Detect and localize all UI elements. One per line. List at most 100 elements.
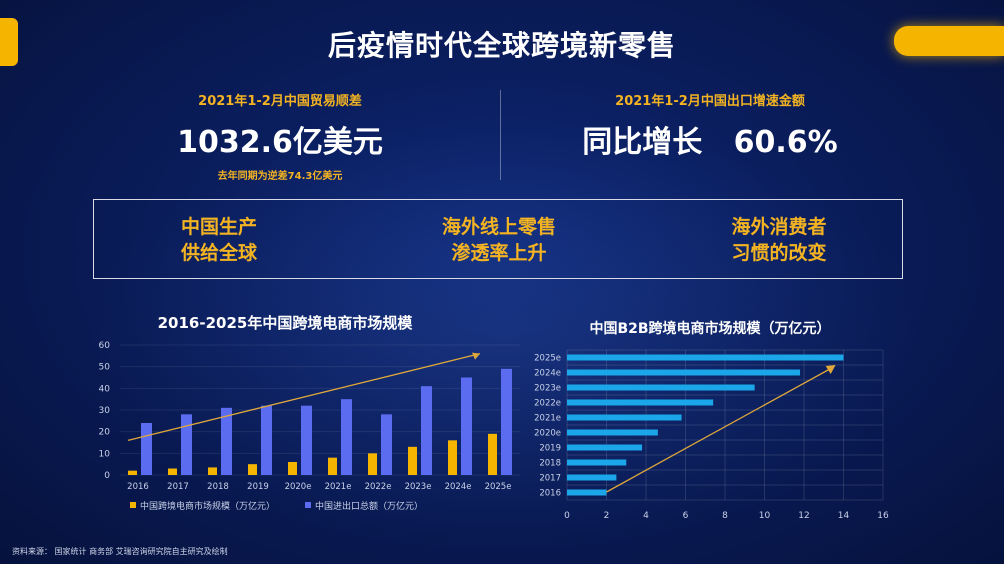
x-tick-label: 2017 xyxy=(167,482,189,492)
bar-trade-total xyxy=(421,386,432,475)
x-tick-label: 2025e xyxy=(485,482,512,492)
y-tick-label: 2016 xyxy=(539,489,561,499)
trend-arrow-head xyxy=(825,365,836,374)
bar-ecommerce xyxy=(288,462,297,475)
trade-surplus-value: 1032.6亿美元 xyxy=(177,125,383,160)
legend-swatch xyxy=(305,502,311,508)
hbar xyxy=(567,399,714,406)
legend-swatch xyxy=(130,502,136,508)
bar-ecommerce xyxy=(208,467,217,475)
export-growth-label: 2021年1-2月中国出口增速金额 xyxy=(615,94,805,109)
bar-trade-total xyxy=(181,414,192,475)
chart2-title: 中国B2B跨境电商市场规模（万亿元） xyxy=(589,321,831,337)
y-tick-label: 30 xyxy=(99,406,111,416)
x-tick-label: 10 xyxy=(759,511,771,521)
y-tick-label: 2019 xyxy=(539,444,561,454)
export-growth-value: 同比增长 60.6% xyxy=(582,125,838,160)
x-tick-label: 2019 xyxy=(247,482,269,492)
driver-item: 海外消费者 习惯的改变 xyxy=(694,214,864,266)
x-tick-label: 8 xyxy=(722,511,728,521)
hbar xyxy=(567,489,607,496)
driver-line2: 习惯的改变 xyxy=(731,242,827,264)
driver-line1: 海外线上零售 xyxy=(441,216,556,238)
hbar xyxy=(567,384,755,391)
driver-item: 中国生产 供给全球 xyxy=(134,214,304,266)
trend-arrow-line xyxy=(127,353,481,441)
y-tick-label: 0 xyxy=(104,471,110,481)
corner-accent-left xyxy=(0,18,18,66)
x-tick-label: 2024e xyxy=(445,482,472,492)
legend-label: 中国跨境电商市场规模（万亿元） xyxy=(140,500,275,512)
trade-surplus-stat: 2021年1-2月中国贸易顺差 1032.6亿美元 去年同期为逆差74.3亿美元 xyxy=(150,90,410,182)
source-note: 资料来源： 国家统计 商务部 艾瑞咨询研究院自主研究及绘制 xyxy=(12,547,228,556)
bar-ecommerce xyxy=(328,457,337,475)
y-tick-label: 2021e xyxy=(534,414,561,424)
hbar xyxy=(567,474,617,481)
x-tick-label: 12 xyxy=(798,511,809,521)
bar-trade-total xyxy=(221,407,232,475)
bar-trade-total xyxy=(141,423,152,475)
trend-arrow-line xyxy=(606,367,832,493)
x-tick-label: 2018 xyxy=(207,482,229,492)
bar-trade-total xyxy=(301,405,312,475)
x-tick-label: 2022e xyxy=(365,482,392,492)
x-tick-label: 2020e xyxy=(285,482,312,492)
bar-trade-total xyxy=(501,368,512,475)
y-tick-label: 2023e xyxy=(534,384,561,394)
y-tick-label: 50 xyxy=(99,363,111,373)
bar-trade-total xyxy=(341,399,352,475)
driver-line2: 渗透率上升 xyxy=(451,242,547,264)
legend-label: 中国进出口总额（万亿元） xyxy=(315,500,423,512)
drivers-box: 中国生产 供给全球 海外线上零售 渗透率上升 海外消费者 习惯的改变 xyxy=(93,199,903,279)
y-tick-label: 2017 xyxy=(539,474,561,484)
bar-ecommerce xyxy=(408,446,417,475)
chart1-title: 2016-2025年中国跨境电商市场规模 xyxy=(157,314,413,332)
bar-ecommerce xyxy=(368,453,377,475)
x-tick-label: 2016 xyxy=(127,482,149,492)
hbar xyxy=(567,354,844,361)
cross-border-market-chart: 0 10 20 30 40 50 60 2016 2017 2018 2019 2020e 2021e 2… xyxy=(99,341,520,512)
bar-ecommerce xyxy=(168,468,177,475)
y-tick-label: 20 xyxy=(99,428,111,438)
y-tick-label: 2018 xyxy=(539,459,561,469)
bar-ecommerce xyxy=(448,440,457,475)
driver-line1: 海外消费者 xyxy=(731,216,827,238)
bar-trade-total xyxy=(461,377,472,475)
stat-divider xyxy=(500,90,501,180)
corner-accent-right xyxy=(894,26,1004,56)
trend-arrow-head xyxy=(472,352,480,360)
y-tick-label: 2024e xyxy=(534,369,561,379)
driver-line1: 中国生产 xyxy=(180,216,257,238)
hbar xyxy=(567,414,682,421)
hbar xyxy=(567,369,801,376)
y-tick-label: 40 xyxy=(99,384,111,394)
hbar xyxy=(567,444,643,451)
b2b-market-chart: 0 2 4 6 8 10 12 14 16 2016 2017 2018 2019 2020e 2021e 2… xyxy=(534,349,889,521)
bar-ecommerce xyxy=(488,433,497,475)
x-tick-label: 2021e xyxy=(325,482,352,492)
export-growth-stat: 2021年1-2月中国出口增速金额 同比增长 60.6% xyxy=(580,90,840,161)
x-tick-label: 14 xyxy=(838,511,850,521)
driver-item: 海外线上零售 渗透率上升 xyxy=(404,214,594,266)
trade-surplus-note: 去年同期为逆差74.3亿美元 xyxy=(217,171,343,182)
driver-line2: 供给全球 xyxy=(180,242,257,264)
x-tick-label: 6 xyxy=(683,511,689,521)
bar-ecommerce xyxy=(128,470,137,475)
x-tick-label: 4 xyxy=(643,511,649,521)
y-tick-label: 2020e xyxy=(534,429,561,439)
y-tick-label: 2022e xyxy=(534,399,561,409)
bar-trade-total xyxy=(261,405,272,475)
x-tick-label: 2023e xyxy=(405,482,432,492)
y-tick-label: 60 xyxy=(99,341,111,351)
hbar xyxy=(567,459,627,466)
trade-surplus-label: 2021年1-2月中国贸易顺差 xyxy=(198,94,362,109)
page-title: 后疫情时代全球跨境新零售 xyxy=(327,29,676,62)
hbar xyxy=(567,429,658,436)
y-tick-label: 10 xyxy=(99,449,111,459)
x-tick-label: 2 xyxy=(604,511,610,521)
bar-trade-total xyxy=(381,414,392,475)
y-tick-label: 2025e xyxy=(534,354,561,364)
x-tick-label: 16 xyxy=(877,511,889,521)
x-tick-label: 0 xyxy=(564,511,570,521)
bar-ecommerce xyxy=(248,464,257,475)
